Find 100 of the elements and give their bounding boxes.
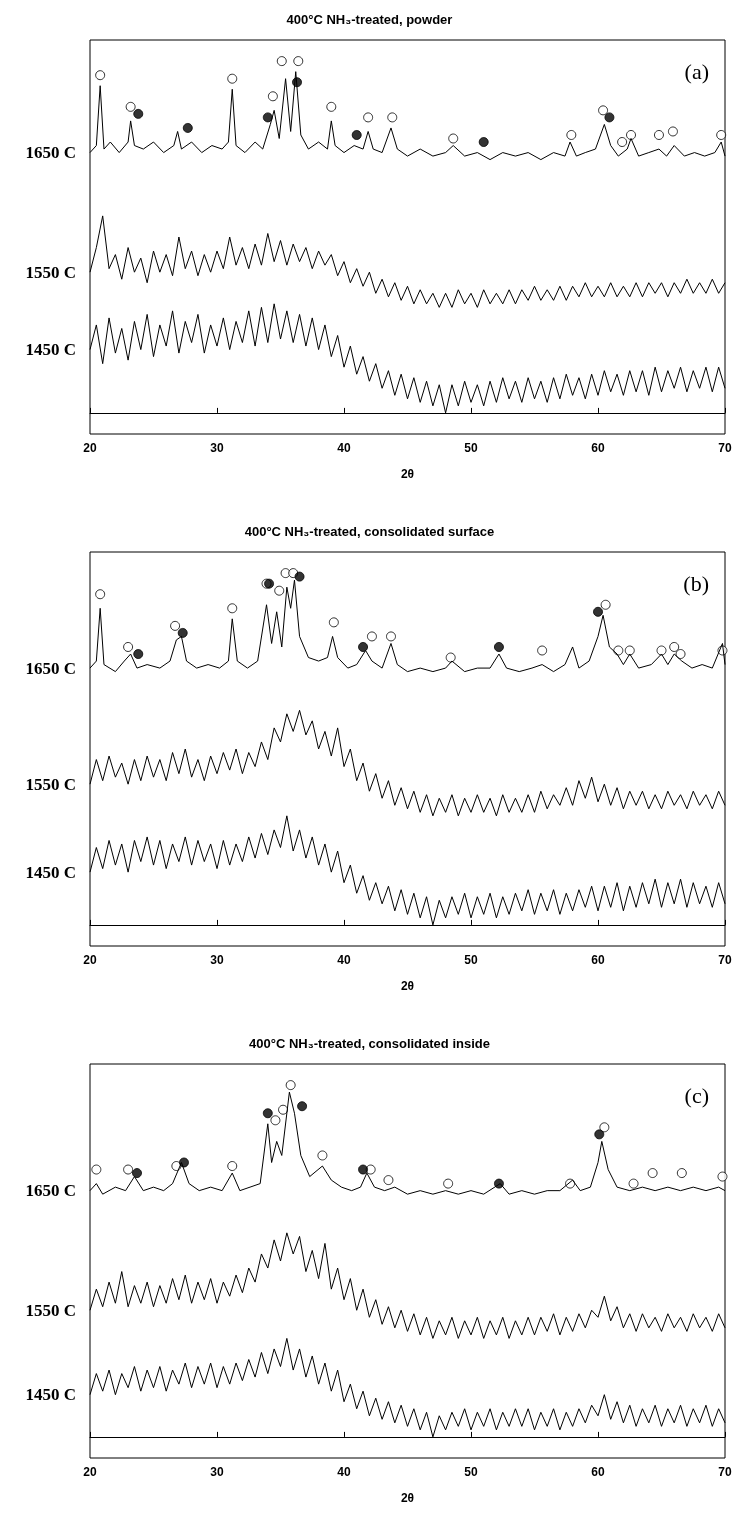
x-tick-label: 40	[337, 953, 351, 967]
point	[675, 649, 686, 660]
series-label: 1450 C	[25, 1385, 76, 1405]
point	[656, 645, 667, 656]
point	[95, 589, 106, 600]
point	[604, 112, 615, 123]
point	[676, 1168, 687, 1179]
chart-title: 400°C NH₃-treated, powder	[286, 12, 453, 27]
point	[598, 105, 609, 116]
x-tick-label: 30	[210, 441, 224, 455]
annotation: (c)	[684, 1082, 709, 1108]
point	[599, 1122, 610, 1133]
chart-title: 400°C NH₃-treated, consolidated inside	[249, 1036, 490, 1051]
point	[123, 641, 134, 652]
point	[358, 641, 369, 652]
point	[177, 627, 188, 638]
series-label: 1550 C	[25, 262, 76, 282]
point	[91, 1164, 102, 1175]
point	[227, 1161, 238, 1172]
point	[326, 101, 337, 112]
point	[133, 108, 144, 119]
point	[600, 599, 611, 610]
point	[178, 1157, 189, 1168]
point	[626, 129, 637, 140]
x-tick-label: 30	[210, 953, 224, 967]
point	[294, 571, 305, 582]
point	[448, 133, 459, 144]
point	[123, 1164, 134, 1175]
x-tick-label: 60	[591, 953, 605, 967]
point	[593, 606, 603, 617]
point	[478, 137, 489, 148]
series-label: 1650 C	[25, 143, 76, 163]
series-label: 1450 C	[25, 862, 76, 882]
x-tick-label: 70	[718, 441, 732, 455]
series-label: 1450 C	[25, 340, 76, 360]
x-tick-label: 60	[591, 1465, 605, 1479]
x-tick-label: 70	[718, 1465, 732, 1479]
x-tick-label: 50	[464, 1465, 478, 1479]
chart-title: 400°C NH₃-treated, consolidated surface	[244, 524, 495, 539]
point	[647, 1168, 658, 1179]
point	[717, 1171, 728, 1182]
point	[170, 620, 181, 631]
point	[537, 645, 548, 656]
point	[285, 1080, 296, 1091]
point	[624, 645, 635, 656]
point	[274, 585, 285, 596]
annotation: (a)	[684, 58, 709, 84]
x-tick-label: 40	[337, 441, 351, 455]
point	[328, 617, 339, 628]
point	[262, 112, 273, 123]
point	[613, 645, 624, 656]
x-tick-label: 20	[83, 441, 97, 455]
series-label: 1550 C	[25, 1300, 76, 1320]
x-axis-title: 2θ	[400, 467, 415, 481]
series-label: 1650 C	[25, 1181, 76, 1201]
point	[132, 1168, 142, 1179]
point	[363, 112, 374, 123]
point	[293, 56, 304, 67]
point	[297, 1101, 308, 1112]
point	[667, 126, 678, 137]
point	[366, 631, 377, 642]
point	[387, 112, 398, 123]
point	[95, 70, 106, 81]
x-tick-label: 20	[83, 953, 97, 967]
point	[566, 129, 577, 140]
point	[276, 56, 287, 67]
point	[443, 1178, 454, 1189]
point	[262, 1108, 273, 1119]
x-tick-label: 50	[464, 441, 478, 455]
point	[133, 649, 144, 660]
point	[125, 101, 136, 112]
x-tick-label: 60	[591, 441, 605, 455]
x-axis-title: 2θ	[400, 1491, 415, 1505]
x-tick-label: 70	[718, 953, 732, 967]
point	[317, 1150, 328, 1161]
x-tick-label: 20	[83, 1465, 97, 1479]
point	[669, 641, 680, 652]
x-tick-label: 50	[464, 953, 478, 967]
x-tick-label: 30	[210, 1465, 224, 1479]
x-axis-title: 2θ	[400, 979, 415, 993]
point	[267, 91, 278, 102]
point	[270, 1115, 281, 1126]
point	[227, 73, 238, 84]
point	[493, 1178, 504, 1189]
point	[617, 137, 628, 148]
point	[182, 122, 193, 133]
point	[493, 641, 504, 652]
point	[227, 603, 238, 614]
point	[445, 652, 456, 663]
series-label: 1550 C	[25, 774, 76, 794]
annotation: (b)	[683, 570, 709, 596]
point	[351, 129, 362, 140]
point	[716, 129, 727, 140]
point	[278, 1104, 289, 1115]
point	[653, 129, 664, 140]
point	[358, 1164, 369, 1175]
point	[594, 1129, 605, 1140]
x-tick-label: 40	[337, 1465, 351, 1479]
series-label: 1650 C	[25, 658, 76, 678]
point	[386, 631, 396, 642]
